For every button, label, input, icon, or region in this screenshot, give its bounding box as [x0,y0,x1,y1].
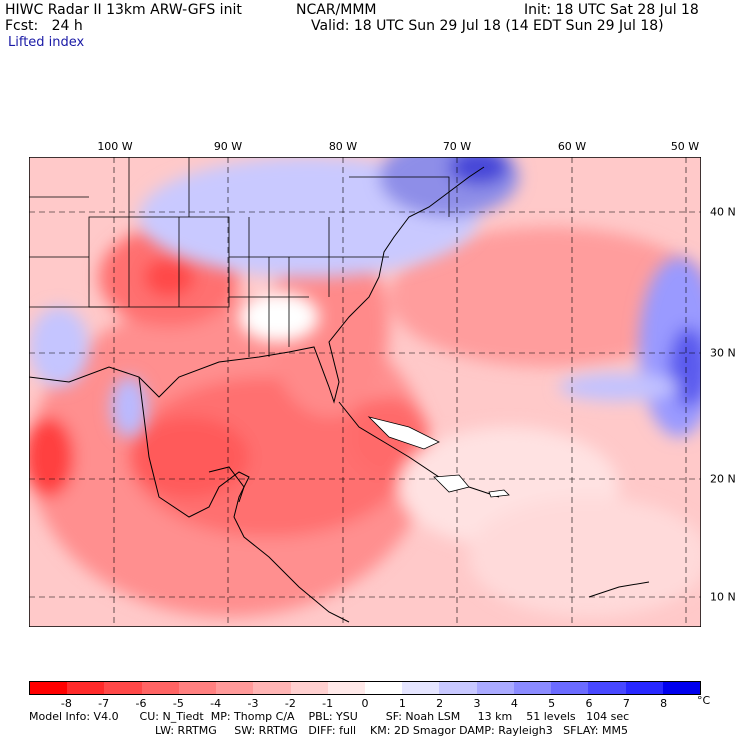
colorbar-segment [141,682,179,694]
colorbar-segment [476,682,514,694]
graticule [29,157,701,627]
colorbar-tick-label: -2 [284,697,296,710]
init-time: Init: 18 UTC Sat 28 Jul 18 [524,2,699,18]
lat-label-20n: 20 N [710,472,736,486]
colorbar-segment [513,682,552,694]
colorbar-tick-label: -4 [210,697,222,710]
colorbar-unit: °C [697,694,711,707]
lon-label-60w: 60 W [557,140,587,153]
lon-label-90w: 90 W [213,140,243,153]
colorbar-tick-label: -7 [98,697,110,710]
institution-label: NCAR/MMM [296,2,377,18]
colorbar-segment [439,682,477,694]
colorbar-tick-label: -1 [322,697,334,710]
lon-label-100w: 100 W [97,140,133,153]
colorbar-tick-label: -6 [135,697,147,710]
colorbar-segment [625,682,663,694]
colorbar-tick-label: -3 [247,697,259,710]
colorbar-tick-label: -5 [172,697,184,710]
colorbar-tick-label: 4 [510,697,518,710]
colorbar-segment [216,682,254,694]
colorbar-segment [327,682,365,694]
model-info-line-2: LW: RRTMG SW: RRTMG DIFF: full KM: 2D Sm… [155,724,628,737]
model-info-line-1: Model Info: V4.0 CU: N_Tiedt MP: Thomp C… [29,710,630,723]
field-name: Lifted index [8,35,85,50]
colorbar-segment [30,682,68,694]
colorbar-tick-label: 6 [585,697,593,710]
state-borders [29,157,450,357]
model-title: HIWC Radar II 13km ARW-GFS init [5,2,242,18]
valid-time: Valid: 18 UTC Sun 29 Jul 18 (14 EDT Sun … [311,18,664,34]
colorbar-tick-label: 5 [548,697,556,710]
colorbar [29,681,701,695]
colorbar-segment [662,682,700,694]
colorbar-segment [104,682,142,694]
colorbar-segment [178,682,217,694]
forecast-hour: Fcst: 24 h [5,18,83,34]
lat-label-30n: 30 N [710,346,736,360]
instability-field [29,227,701,617]
colorbar-segment [364,682,403,694]
colorbar-tick-label: 1 [398,697,406,710]
colorbar-tick-label: 3 [473,697,481,710]
colorbar-tick-label: -8 [60,697,72,710]
colorbar-tick-label: 2 [436,697,444,710]
colorbar-segment [290,682,328,694]
lon-label-50w: 50 W [670,140,700,153]
colorbar-segment [588,682,626,694]
lon-label-80w: 80 W [328,140,358,153]
colorbar-tick-label: 0 [361,697,369,710]
colorbar-tick-label: 8 [660,697,668,710]
colorbar-segment [551,682,589,694]
islands [367,416,510,498]
lifted-index-map [29,157,701,627]
colorbar-segment [67,682,105,694]
lon-label-70w: 70 W [442,140,472,153]
lat-label-40n: 40 N [710,205,736,219]
colorbar-segment [253,682,291,694]
lat-label-10n: 10 N [710,590,736,604]
colorbar-tick-label: 7 [622,697,630,710]
colorbar-segment [402,682,440,694]
